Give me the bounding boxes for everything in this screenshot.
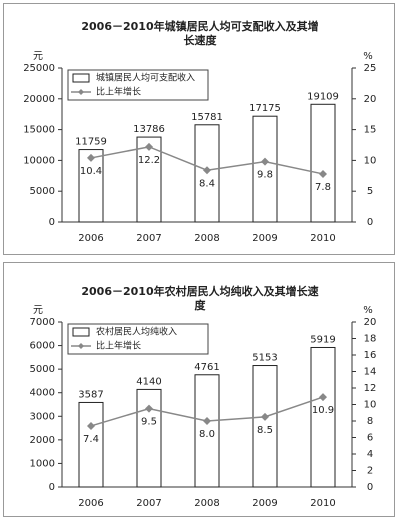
legend-swatch [78, 89, 84, 95]
chart-frame [3, 262, 395, 517]
y-tick-label: 20000 [23, 94, 55, 105]
x-tick-label: 2006 [78, 233, 103, 244]
chart-frame [3, 3, 395, 255]
y-axis-label: 元 [33, 51, 43, 62]
line-value-label: 10.9 [312, 405, 334, 416]
marker [261, 412, 269, 421]
x-tick-label: 2006 [78, 498, 103, 509]
bar [310, 346, 336, 488]
bar-value-label: 17175 [249, 103, 281, 114]
marker [87, 421, 95, 430]
y2-tick-label: 15 [364, 125, 377, 136]
bar-value-label: 5153 [252, 353, 277, 364]
legend-swatch [78, 343, 84, 349]
legend-swatch [72, 73, 90, 83]
y-tick-label: 5000 [30, 364, 55, 375]
x-tick-label: 2008 [194, 498, 219, 509]
line-value-label: 12.2 [138, 155, 160, 166]
legend-label: 比上年增长 [96, 86, 141, 98]
y2-tick-label: 4 [367, 449, 373, 460]
legend-label: 比上年增长 [96, 340, 141, 352]
line-value-label: 8.5 [257, 425, 273, 436]
y2-tick-label: 8 [367, 416, 373, 427]
y-tick-label: 10000 [23, 155, 55, 166]
y2-tick-label: 10 [364, 400, 377, 411]
y-tick-label: 0 [49, 482, 55, 493]
x-tick-label: 2010 [310, 233, 335, 244]
y2-tick-label: 16 [364, 350, 377, 361]
y2-tick-label: 6 [367, 433, 373, 444]
y2-tick-label: 0 [367, 217, 373, 228]
marker [145, 404, 153, 413]
y-tick-label: 6000 [30, 341, 55, 352]
chart-title: 2006－2010年农村居民人均纯收入及其增长速度 [81, 285, 319, 312]
y-tick-label: 2000 [30, 435, 55, 446]
y2-tick-label: 14 [364, 367, 377, 378]
bar [136, 388, 162, 488]
y2-tick-label: 12 [364, 383, 377, 394]
y-tick-label: 5000 [30, 186, 55, 197]
y2-tick-label: 20 [364, 317, 377, 328]
y2-tick-label: 2 [367, 466, 373, 477]
bar [136, 136, 162, 223]
x-tick-label: 2007 [136, 233, 161, 244]
marker [319, 393, 327, 402]
x-tick-label: 2008 [194, 233, 219, 244]
y-tick-label: 3000 [30, 411, 55, 422]
bar [252, 365, 278, 488]
marker [203, 417, 211, 425]
y2-tick-label: 18 [364, 334, 377, 345]
legend-label: 农村居民人均纯收入 [96, 326, 177, 338]
legend-label: 城镇居民人均可支配收入 [96, 72, 195, 84]
y2-tick-label: 0 [367, 482, 373, 493]
y2-tick-label: 25 [364, 63, 377, 74]
legend-box [67, 69, 209, 101]
y2-tick-label: 20 [364, 94, 377, 105]
y2-axis-label: % [363, 305, 373, 316]
line-value-label: 8.4 [199, 178, 215, 189]
bar-value-label: 11759 [75, 137, 107, 148]
bar [194, 374, 220, 488]
line-value-label: 8.0 [199, 429, 215, 440]
y-tick-label: 4000 [30, 388, 55, 399]
legend-box [67, 323, 209, 355]
marker [261, 157, 269, 166]
y2-tick-label: 5 [367, 186, 373, 197]
y-tick-label: 25000 [23, 63, 55, 74]
y-tick-label: 1000 [30, 458, 55, 469]
y2-tick-label: 10 [364, 155, 377, 166]
bar [252, 115, 278, 223]
bar-value-label: 3587 [78, 389, 103, 400]
x-tick-label: 2009 [252, 233, 277, 244]
line-value-label: 9.8 [257, 170, 273, 181]
bar [310, 103, 336, 223]
marker [203, 166, 211, 175]
line-value-label: 9.5 [141, 417, 157, 428]
line-value-label: 7.4 [83, 434, 99, 445]
marker [145, 142, 153, 151]
y-axis-label: 元 [33, 305, 43, 316]
legend-swatch [72, 327, 90, 337]
bar-value-label: 13786 [133, 124, 165, 135]
bar-value-label: 15781 [191, 112, 223, 123]
y-tick-label: 7000 [30, 317, 55, 328]
line-value-label: 7.8 [315, 182, 331, 193]
y-tick-label: 0 [49, 217, 55, 228]
bar-value-label: 19109 [307, 91, 339, 102]
marker [87, 153, 95, 162]
y-tick-label: 15000 [23, 125, 55, 136]
bar-value-label: 5919 [310, 334, 335, 345]
line-value-label: 10.4 [80, 166, 102, 177]
chart-title: 2006－2010年城镇居民人均可支配收入及其增长速度 [81, 20, 319, 47]
bar [78, 401, 104, 488]
bar-value-label: 4140 [136, 376, 161, 387]
y2-axis-label: % [363, 51, 373, 62]
bar-value-label: 4761 [194, 362, 219, 373]
x-tick-label: 2010 [310, 498, 335, 509]
x-tick-label: 2009 [252, 498, 277, 509]
marker [319, 169, 327, 178]
x-tick-label: 2007 [136, 498, 161, 509]
